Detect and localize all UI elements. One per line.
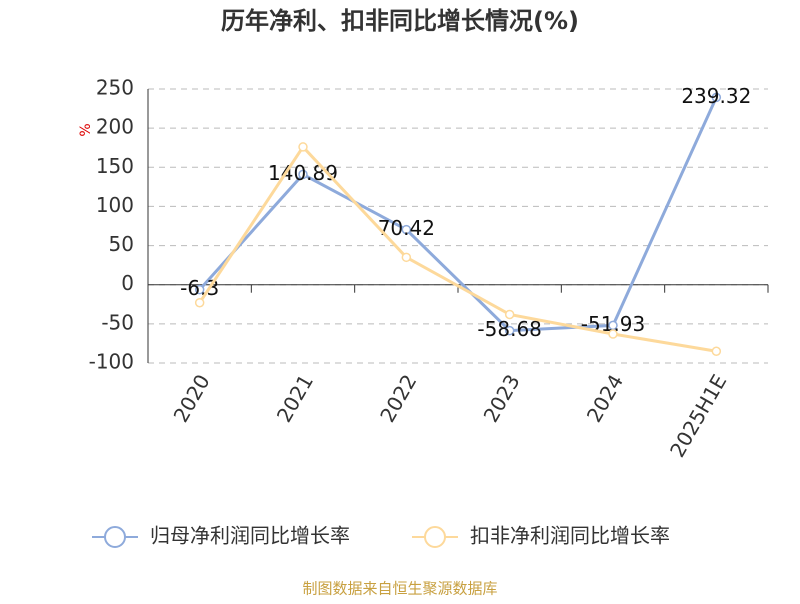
legend-label: 扣非净利润同比增长率	[470, 524, 670, 548]
y-axis-label: %	[78, 123, 94, 136]
y-tick-label: 100	[96, 193, 134, 217]
legend-label: 归母净利润同比增长率	[150, 524, 350, 548]
legend-marker	[104, 526, 126, 548]
point-marker	[608, 329, 618, 339]
value-label: -6.3	[180, 276, 219, 300]
x-tick-label: 2024	[582, 370, 628, 426]
x-tick-label: 2025H1E	[665, 370, 731, 461]
value-label: -58.68	[477, 317, 541, 341]
x-tick-label: 2022	[375, 370, 421, 426]
y-tick-label: -100	[89, 350, 134, 374]
source-note: 制图数据来自恒生聚源数据库	[302, 580, 497, 598]
x-tick-label: 2023	[479, 370, 525, 426]
point-marker	[194, 284, 205, 295]
y-tick-label: 150	[96, 154, 134, 178]
y-tick-label: -50	[101, 310, 134, 334]
series-line	[198, 144, 717, 353]
point-marker	[711, 346, 722, 357]
y-tick-label: 250	[96, 76, 134, 100]
y-tick-label: 200	[96, 115, 134, 139]
point-marker	[504, 325, 515, 336]
point-marker	[504, 309, 515, 320]
point-marker	[298, 142, 308, 152]
point-marker	[401, 224, 412, 235]
x-tick-label: 2021	[272, 370, 318, 426]
y-tick-label: 0	[121, 271, 134, 295]
point-marker	[401, 252, 412, 263]
x-tick-label: 2020	[169, 370, 215, 426]
series-line	[198, 96, 718, 333]
point-marker	[711, 92, 722, 103]
value-label: 239.32	[681, 84, 751, 108]
y-tick-label: 50	[109, 232, 134, 256]
chart-title: 历年净利、扣非同比增长情况(%)	[221, 7, 579, 35]
legend-marker	[424, 526, 446, 548]
point-marker	[194, 297, 205, 308]
point-marker	[298, 169, 308, 180]
